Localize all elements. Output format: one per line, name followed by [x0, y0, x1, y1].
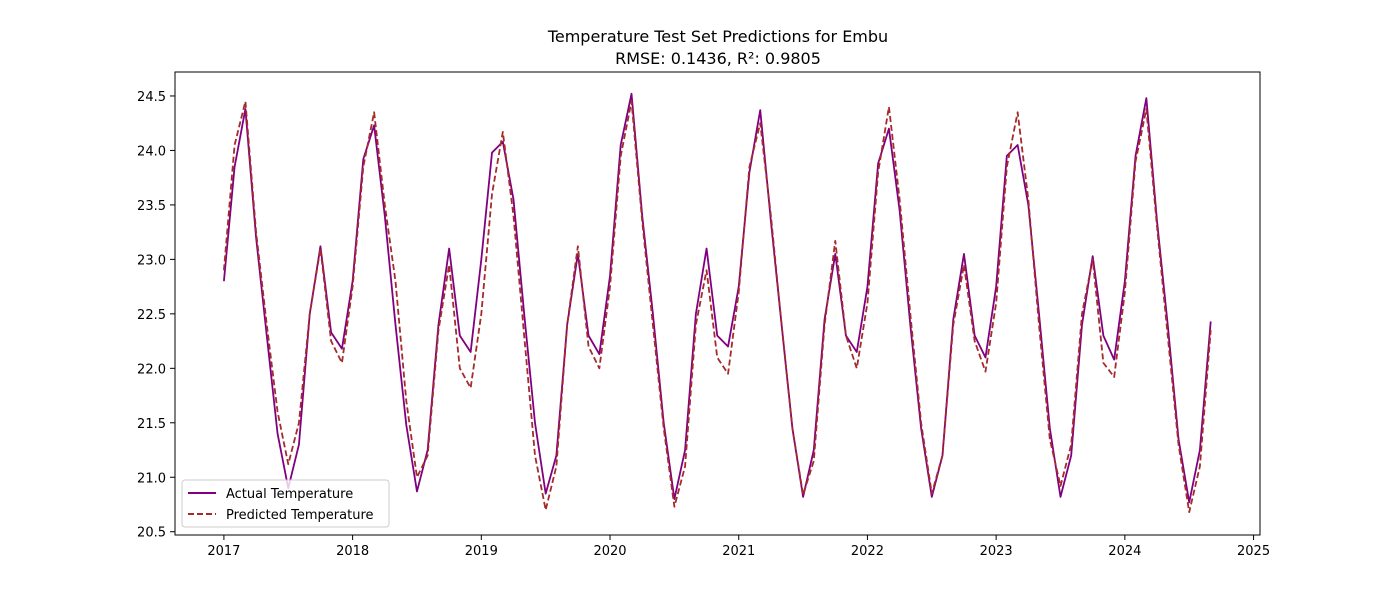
y-tick-label: 24.0	[137, 144, 166, 159]
plot-frame	[174, 71, 1261, 536]
legend-actual-label: Actual Temperature	[226, 487, 353, 502]
series-layer	[223, 92, 1212, 514]
x-tick-label: 2021	[722, 544, 755, 559]
x-tick-label: 2018	[336, 544, 369, 559]
legend-box	[181, 479, 390, 528]
chart-subtitle: RMSE: 0.1436, R²: 0.9805	[615, 49, 821, 68]
legend: Actual Temperature Predicted Temperature	[181, 479, 390, 528]
y-tick-label: 23.5	[137, 199, 166, 214]
x-tick-label: 2025	[1237, 544, 1270, 559]
y-tick-label: 21.0	[137, 471, 166, 486]
chart-title: Temperature Test Set Predictions for Emb…	[547, 27, 888, 46]
legend-predicted-label: Predicted Temperature	[226, 508, 374, 523]
x-tick-label: 2019	[465, 544, 498, 559]
y-tick-label: 22.5	[137, 308, 166, 323]
y-tick-label: 21.5	[137, 417, 166, 432]
x-tick-label: 2024	[1108, 544, 1141, 559]
actual-temperature-line	[223, 92, 1212, 504]
y-tick-label: 23.0	[137, 253, 166, 268]
x-axis: 2017 2018 2019 2020 2021 2022 2023 2024 2025	[207, 535, 1270, 559]
y-tick-label: 24.5	[137, 90, 166, 105]
x-tick-label: 2022	[851, 544, 884, 559]
x-tick-label: 2017	[207, 544, 240, 559]
y-axis: 20.5 21.0 21.5 22.0 22.5 23.0 23.5 24.0 24.5	[137, 90, 175, 541]
predicted-temperature-line	[223, 100, 1212, 514]
y-tick-label: 20.5	[137, 526, 166, 541]
x-tick-label: 2023	[980, 544, 1013, 559]
x-tick-label: 2020	[593, 544, 626, 559]
y-tick-label: 22.0	[137, 362, 166, 377]
